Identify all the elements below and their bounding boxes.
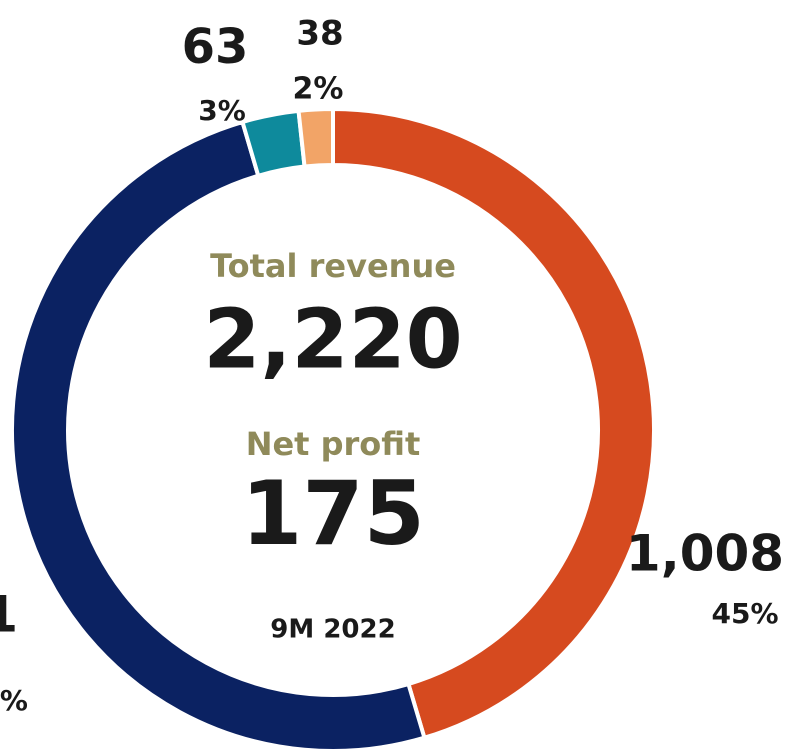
- percent-label: 2%: [293, 72, 344, 107]
- center-text: 2,220: [203, 292, 462, 387]
- value-label: 1,111: [0, 586, 18, 644]
- donut-segment: [331, 106, 656, 741]
- value-label: 63: [182, 19, 249, 75]
- percent-label: 45%: [711, 597, 778, 630]
- percent-label: 50%: [0, 684, 28, 717]
- donut-segment: [10, 119, 427, 750]
- value-label: 38: [296, 14, 343, 54]
- center-text: Net profit: [246, 425, 421, 463]
- center-text: 9M 2022: [270, 615, 395, 645]
- center-text: Total revenue: [210, 247, 456, 285]
- value-label: 1,008: [626, 525, 784, 583]
- percent-label: 3%: [198, 94, 246, 127]
- center-text: 175: [241, 462, 425, 565]
- donut-segment: [296, 106, 335, 169]
